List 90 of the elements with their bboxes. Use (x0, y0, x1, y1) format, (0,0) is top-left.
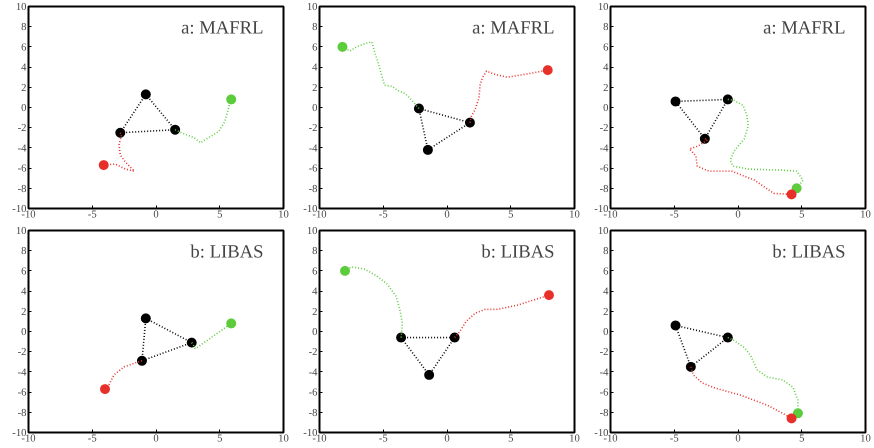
y-tick-label: -4 (600, 367, 610, 378)
y-tick-label: 4 (312, 286, 318, 298)
y-tick-label: 6 (21, 266, 28, 278)
y-tick-label: -2 (600, 123, 609, 134)
y-tick-label: -4 (18, 143, 28, 154)
annotation: a: MAFRL (763, 18, 846, 38)
y-tick-label: 0 (312, 103, 318, 114)
y-tick-label: 8 (312, 246, 318, 258)
x-tick-label: 10 (278, 210, 289, 220)
annotation: b: LIBAS (190, 242, 264, 262)
x-tick-label: 5 (508, 210, 514, 220)
y-tick-label: -2 (18, 347, 27, 358)
y-tick-label: 4 (603, 62, 610, 74)
annotation: b: LIBAS (481, 242, 554, 262)
x-tick-label: 5 (217, 434, 222, 444)
x-tick-label: 5 (217, 210, 222, 220)
y-tick-label: -8 (600, 184, 609, 195)
x-tick-label: -5 (378, 434, 388, 444)
x-tick-label: 10 (278, 434, 289, 444)
y-tick-label: 0 (21, 103, 26, 114)
y-tick-label: 2 (603, 82, 608, 94)
annotation: a: MAFRL (181, 18, 264, 38)
y-tick-label: -8 (308, 408, 318, 419)
y-tick-label: 8 (603, 246, 608, 258)
y-tick-label: -8 (600, 408, 609, 419)
y-tick-label: 6 (312, 42, 318, 54)
y-tick-label: 2 (603, 306, 608, 318)
y-tick-label: -4 (308, 367, 318, 378)
y-tick-label: 0 (312, 327, 318, 338)
y-tick-label: 10 (16, 2, 26, 13)
y-tick-label: 10 (16, 226, 26, 237)
y-tick-label: -6 (600, 388, 610, 399)
annotation: a: MAFRL (472, 18, 554, 38)
x-tick-label: 5 (508, 434, 514, 444)
y-tick-label: 8 (21, 22, 26, 34)
y-tick-label: -8 (18, 184, 27, 195)
x-tick-label: -5 (670, 434, 679, 444)
x-tick-label: 0 (444, 434, 450, 444)
y-tick-label: -6 (308, 164, 318, 175)
y-tick-label: 4 (21, 286, 28, 298)
x-tick-label: 10 (860, 210, 871, 220)
y-tick-label: -4 (18, 367, 28, 378)
y-tick-label: -6 (18, 164, 28, 175)
x-tick-label: 0 (153, 210, 159, 220)
y-tick-label: 0 (603, 327, 608, 338)
y-tick-label: 10 (306, 226, 318, 237)
y-tick-label: 6 (603, 42, 610, 54)
y-tick-label: 6 (603, 266, 610, 278)
y-tick-label: 6 (21, 42, 28, 54)
y-tick-label: 2 (21, 306, 26, 318)
y-tick-label: 6 (312, 266, 318, 278)
x-tick-label: 10 (569, 210, 580, 220)
y-tick-label: 8 (21, 246, 26, 258)
y-tick-label: -4 (600, 143, 610, 154)
y-tick-label: 4 (603, 286, 610, 298)
y-tick-label: 2 (312, 306, 318, 318)
y-tick-label: -6 (18, 388, 28, 399)
y-tick-label: 10 (598, 226, 608, 237)
x-tick-label: -5 (88, 210, 97, 220)
y-tick-label: -2 (308, 123, 318, 134)
x-tick-label: -5 (88, 434, 97, 444)
y-tick-label: 2 (312, 82, 318, 94)
y-tick-label: -2 (18, 123, 27, 134)
y-tick-label: 4 (21, 62, 28, 74)
y-tick-label: 0 (21, 327, 26, 338)
y-tick-label: 10 (306, 2, 318, 13)
y-tick-label: -8 (308, 184, 318, 195)
x-tick-label: 0 (735, 434, 741, 444)
y-tick-label: -6 (308, 388, 318, 399)
x-tick-label: 0 (735, 210, 741, 220)
x-tick-label: 0 (153, 434, 159, 444)
y-tick-label: 4 (312, 62, 318, 74)
x-tick-label: 5 (799, 434, 804, 444)
y-tick-label: -8 (18, 408, 27, 419)
y-tick-label: 8 (312, 22, 318, 34)
x-tick-label: 5 (799, 210, 804, 220)
annotation: b: LIBAS (772, 242, 846, 262)
x-tick-label: -5 (378, 210, 388, 220)
x-tick-label: 10 (860, 434, 871, 444)
y-tick-label: -6 (600, 164, 610, 175)
x-tick-label: 0 (444, 210, 450, 220)
y-tick-label: 2 (21, 82, 26, 94)
y-tick-label: 10 (598, 2, 608, 13)
x-tick-label: 10 (569, 434, 580, 444)
y-tick-label: -2 (600, 347, 609, 358)
x-tick-label: -5 (670, 210, 679, 220)
y-tick-label: -4 (308, 143, 318, 154)
y-tick-label: 0 (603, 103, 608, 114)
y-tick-label: -2 (308, 347, 318, 358)
y-tick-label: 8 (603, 22, 608, 34)
